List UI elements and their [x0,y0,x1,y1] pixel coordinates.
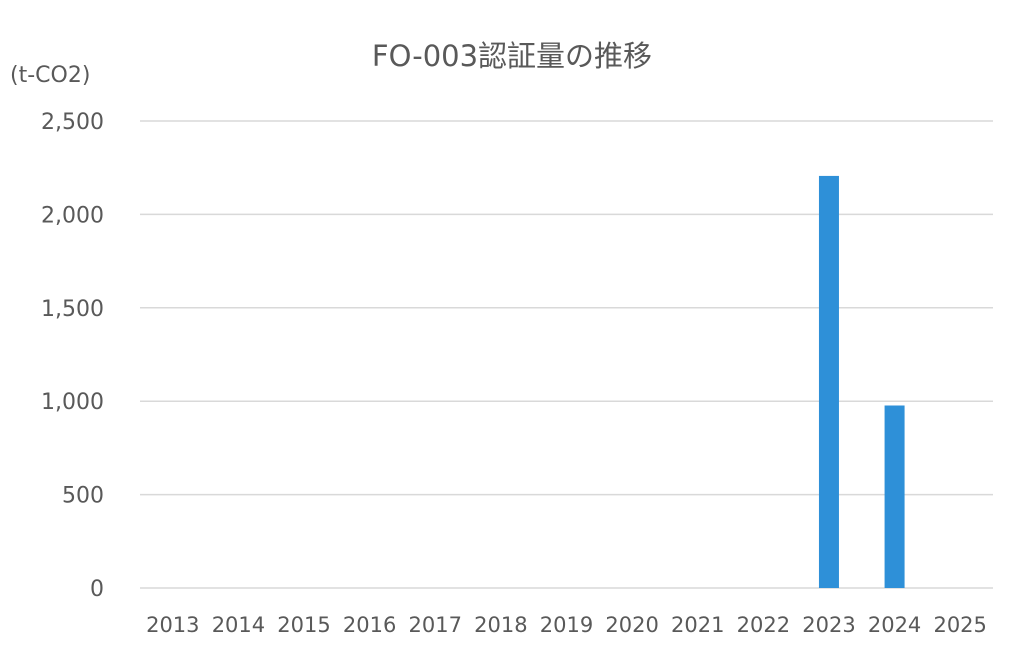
y-tick-label: 2,500 [41,110,104,135]
x-tick-label: 2020 [605,613,658,637]
bar-2023 [818,175,839,589]
y-tick-label: 1,500 [41,297,104,322]
gridlines [140,120,993,589]
y-axis-label: (t-CO2) [10,63,90,88]
x-tick-label: 2013 [146,613,199,637]
x-tick-label: 2023 [802,613,855,637]
y-tick-label: 2,000 [41,203,104,228]
x-tick-label: 2017 [409,613,462,637]
y-tick-label: 500 [62,484,104,509]
y-tick-label: 0 [90,577,104,602]
x-tick-label: 2022 [737,613,790,637]
chart-title: FO-003認証量の推移 [372,39,652,73]
x-tick-label: 2021 [671,613,724,637]
bar-2024 [884,405,905,588]
x-tick-label: 2018 [474,613,527,637]
x-tick-label: 2016 [343,613,396,637]
x-tick-label: 2025 [933,613,986,637]
bars [818,175,905,589]
x-tick-label: 2024 [868,613,921,637]
x-tick-label: 2019 [540,613,593,637]
x-axis-ticks: 2013 2014 2015 2016 2017 2018 2019 2020 2021 2022… [146,613,987,637]
y-axis-ticks: 0 500 1,000 1,500 2,000 2,500 [41,110,104,602]
x-tick-label: 2014 [212,613,265,637]
y-tick-label: 1,000 [41,390,104,415]
x-tick-label: 2015 [277,613,330,637]
